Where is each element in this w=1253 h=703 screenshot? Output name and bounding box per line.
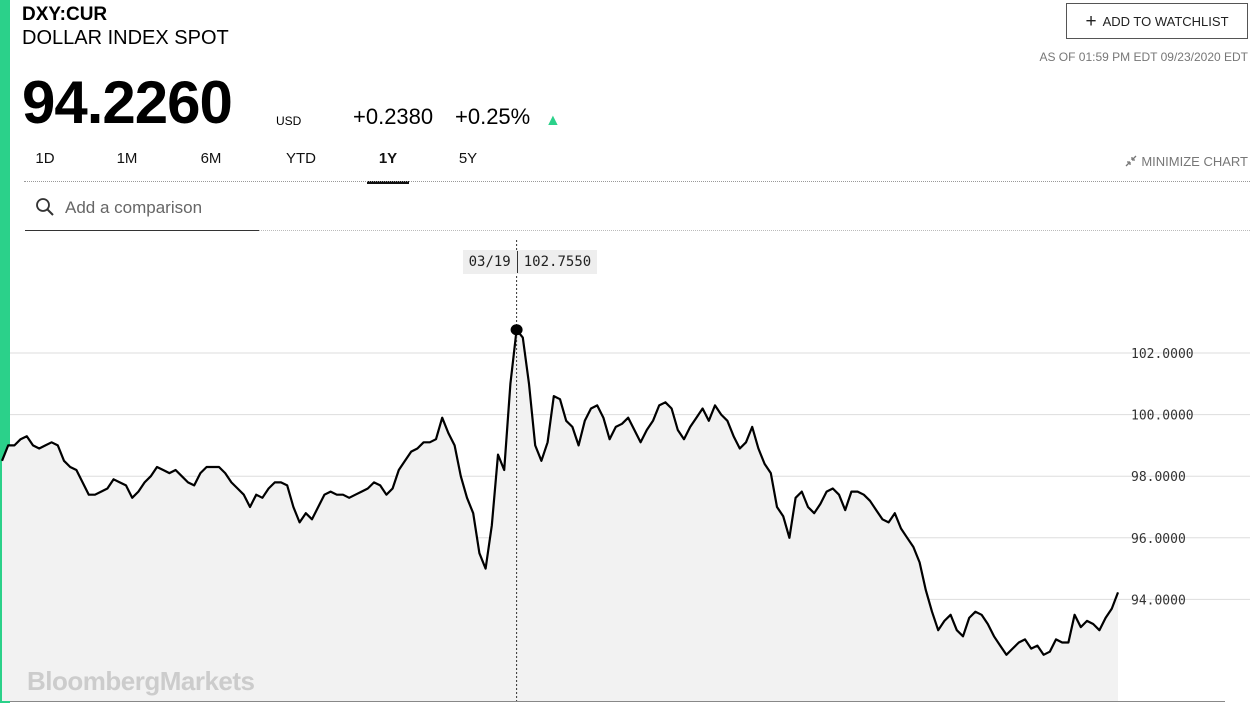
bloomberg-markets-logo: BloombergMarkets — [27, 666, 255, 696]
as-of-timestamp: AS OF 01:59 PM EDT 09/23/2020 EDT — [1039, 50, 1248, 64]
add-to-watchlist-button[interactable]: + ADD TO WATCHLIST — [1066, 3, 1248, 39]
hover-point — [510, 324, 523, 336]
watchlist-label: ADD TO WATCHLIST — [1102, 13, 1229, 29]
percent-change: +0.25% — [455, 104, 531, 129]
price-change: +0.2380 — [353, 104, 434, 129]
tab-5y[interactable]: 5Y — [458, 150, 478, 167]
tab-1d[interactable]: 1D — [35, 150, 55, 167]
y-tick-label: 100.0000 — [1131, 409, 1194, 424]
up-arrow-icon: ▲ — [545, 112, 561, 129]
price-area — [2, 329, 1118, 701]
comparison-search-input[interactable] — [63, 194, 257, 222]
price-chart[interactable]: 102.0000 100.0000 98.0000 96.0000 94.0000 — [0, 236, 1253, 703]
y-tick-label: 96.0000 — [1131, 532, 1186, 547]
security-name: DOLLAR INDEX SPOT — [22, 27, 229, 49]
price-line — [0, 328, 1120, 656]
plus-icon: + — [1085, 10, 1097, 32]
tooltip-value: 102.7550 — [523, 254, 592, 270]
minimize-chart-label: MINIMIZE CHART — [1141, 154, 1248, 169]
y-tick-label: 98.0000 — [1131, 470, 1186, 485]
tooltip-separator — [516, 251, 518, 273]
tabs-divider — [24, 181, 1250, 182]
tooltip-date: 03/19 — [468, 254, 511, 270]
comparison-search — [25, 188, 259, 231]
search-divider — [259, 230, 1250, 231]
currency-label: USD — [276, 114, 302, 128]
hover-tooltip: 03/19 102.7550 — [462, 250, 598, 274]
tab-6m[interactable]: 6M — [200, 150, 222, 167]
minimize-icon — [1125, 155, 1137, 167]
y-tick-label: 94.0000 — [1131, 593, 1186, 608]
search-icon — [36, 198, 54, 216]
last-price: 94.2260 — [22, 69, 233, 136]
tab-1y[interactable]: 1Y — [367, 150, 409, 184]
ticker-symbol: DXY:CUR — [22, 4, 108, 25]
tab-ytd[interactable]: YTD — [286, 150, 316, 167]
tab-1m[interactable]: 1M — [116, 150, 138, 167]
accent-bar — [0, 0, 10, 703]
minimize-chart-button[interactable]: MINIMIZE CHART — [1124, 154, 1248, 169]
y-tick-label: 102.0000 — [1131, 347, 1194, 362]
